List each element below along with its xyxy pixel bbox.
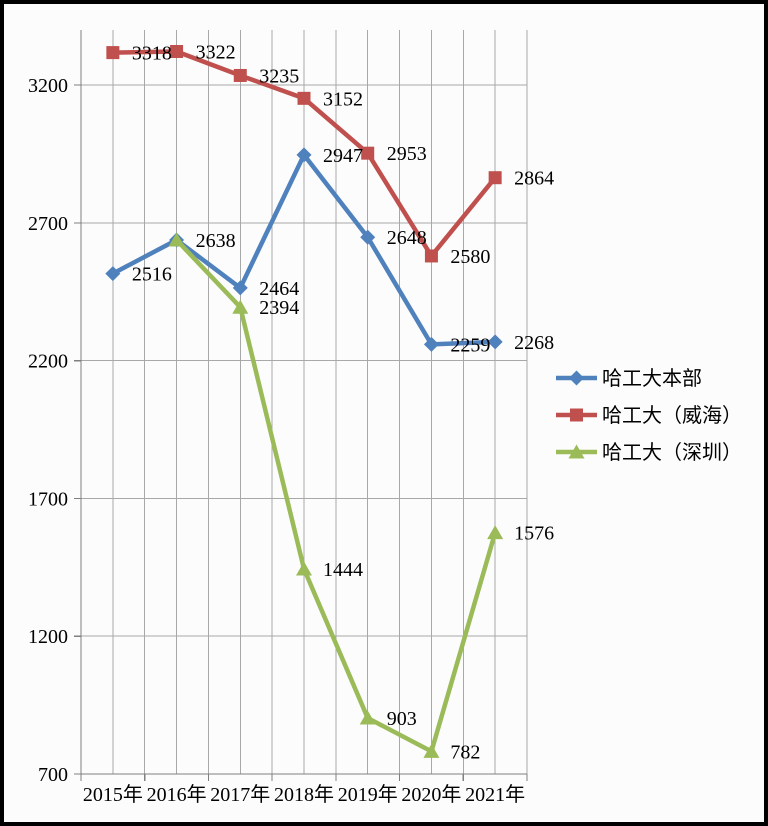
data-label: 2268 <box>514 332 554 354</box>
data-point-marker <box>232 280 248 296</box>
legend-marker-triangle <box>568 444 585 459</box>
data-label: 2516 <box>132 264 172 286</box>
data-point-marker <box>359 710 376 725</box>
data-label: 2947 <box>323 145 363 167</box>
x-axis-label: 2017年 <box>210 783 270 806</box>
data-point-marker <box>106 46 120 60</box>
data-label: 3235 <box>259 65 299 87</box>
data-label: 2394 <box>259 297 299 319</box>
data-point-marker <box>361 146 375 160</box>
data-labels: 2516 2638 2464 2947 2648 2259 2268 3318 3322 3235… <box>132 41 554 763</box>
data-point-marker <box>233 68 247 82</box>
data-label: 2259 <box>450 334 490 356</box>
data-label: 2580 <box>450 246 490 268</box>
data-point-marker <box>105 266 121 282</box>
data-point-marker <box>232 299 249 314</box>
data-point-marker <box>487 334 503 350</box>
legend-marker-square <box>570 408 583 422</box>
x-axis-label: 2021年 <box>465 783 525 806</box>
line-chart: 2516 2638 2464 2947 2648 2259 2268 3318 3322 3235… <box>4 4 764 822</box>
data-label: 3322 <box>196 41 236 63</box>
chart-background <box>4 4 764 822</box>
data-point-marker <box>424 249 438 263</box>
data-point-marker <box>170 44 184 58</box>
data-point-marker <box>168 232 185 247</box>
data-label: 3318 <box>132 43 172 65</box>
y-axis-label: 1200 <box>28 626 68 648</box>
data-point-marker <box>487 525 504 540</box>
x-axis-label: 2019年 <box>338 783 398 806</box>
data-point-marker <box>423 336 439 352</box>
y-axis-label: 1700 <box>28 488 68 510</box>
series-line <box>174 237 498 754</box>
legend-label: 哈工大（深圳） <box>602 441 742 464</box>
series-2 <box>168 232 504 758</box>
y-axis-label: 2700 <box>28 213 68 235</box>
data-point-marker <box>296 561 312 576</box>
legend-marker-diamond <box>569 370 584 386</box>
legend-label: 哈工大（威海） <box>602 404 742 427</box>
data-label: 2464 <box>259 278 299 300</box>
x-axis-label: 2015年 <box>83 783 143 806</box>
series-1 <box>106 44 502 263</box>
y-axis-label: 3200 <box>28 75 68 97</box>
legend-label: 哈工大本部 <box>602 367 702 390</box>
data-label: 1576 <box>514 523 554 545</box>
data-point-marker <box>296 147 312 163</box>
data-label: 1444 <box>323 559 363 581</box>
data-label: 2648 <box>387 227 427 249</box>
horizontal-gridlines <box>81 84 527 637</box>
data-point-marker <box>423 743 440 758</box>
legend-item: 哈工大（威海） <box>556 404 742 427</box>
data-label: 2864 <box>514 168 554 190</box>
data-point-marker <box>488 171 502 185</box>
data-label: 3152 <box>323 88 363 110</box>
data-label: 782 <box>450 741 480 763</box>
legend-item: 哈工大（深圳） <box>556 441 742 464</box>
data-point-marker <box>297 91 311 105</box>
axes <box>74 30 528 781</box>
y-axis-labels: 700 1200 1700 2200 2700 3200 <box>28 75 68 786</box>
data-point-marker <box>360 229 376 245</box>
data-label: 903 <box>387 708 417 730</box>
x-axis-label: 2018年 <box>274 783 334 806</box>
legend-item: 哈工大本部 <box>556 367 702 390</box>
x-axis-labels: 2015年 2016年 2017年 2018年 2019年 2020年 2021年 <box>83 783 525 806</box>
y-axis-label: 2200 <box>28 351 68 373</box>
x-axis-label: 2016年 <box>147 783 207 806</box>
y-axis-label: 700 <box>38 764 68 786</box>
data-label: 2638 <box>196 230 236 252</box>
data-label: 2953 <box>387 143 427 165</box>
x-axis-label: 2020年 <box>401 783 461 806</box>
